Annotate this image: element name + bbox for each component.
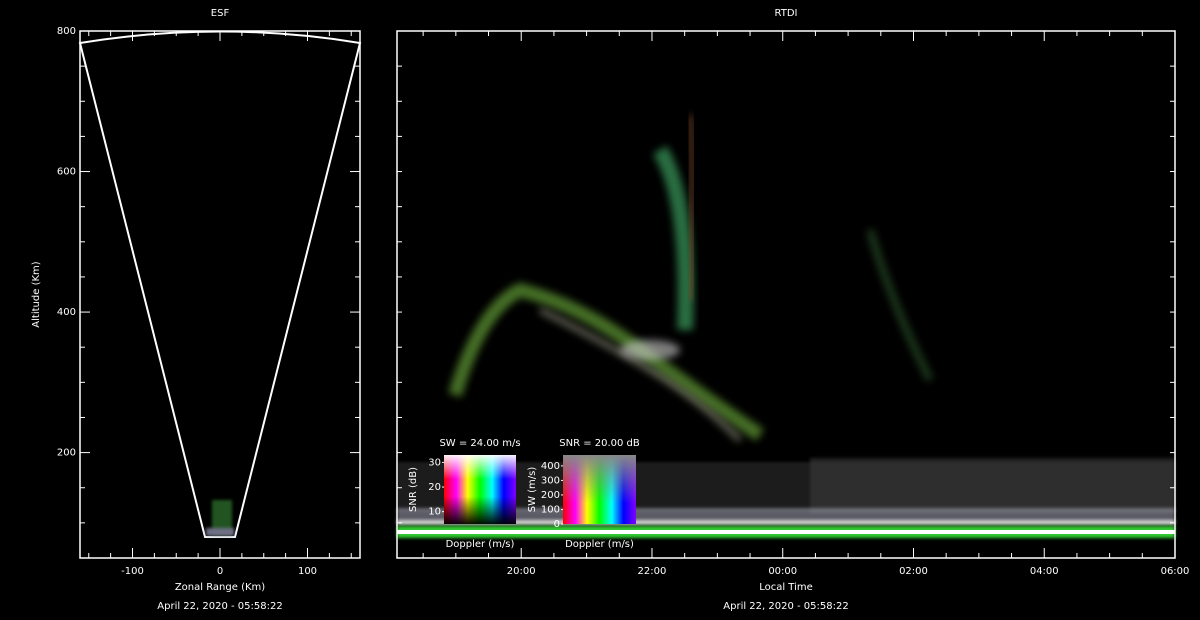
x-tick-label: 04:00 (1030, 566, 1059, 577)
x-tick-label: -100 (121, 566, 144, 577)
colorbar-tick-label: 30 (428, 457, 441, 468)
colorbar-xlabel: Doppler (m/s) (565, 539, 634, 550)
colorbar-ylabel: SNR (dB) (408, 467, 419, 512)
y-tick-label: 800 (57, 26, 76, 37)
y-tick-label: 200 (57, 448, 76, 459)
plot-frame (79, 30, 361, 559)
x-tick-label: 00:00 (768, 566, 797, 577)
colorbar-xlabel: Doppler (m/s) (446, 539, 515, 550)
colorbar-tick-label: 400 (541, 461, 560, 472)
y-tick-label: 400 (57, 307, 76, 318)
colorbar-shade (563, 455, 636, 524)
x-tick-label: 06:00 (1161, 566, 1190, 577)
y-tick-label: 600 (57, 167, 76, 178)
x-tick-label: 02:00 (899, 566, 928, 577)
chart-title: ESF (211, 8, 230, 19)
colorbar-tick-label: 20 (428, 482, 441, 493)
x-tick-label: 100 (298, 566, 317, 577)
x-tick-label: 22:00 (638, 566, 667, 577)
chart-title: RTDI (775, 8, 798, 19)
rtdi-echo (397, 114, 1175, 538)
x-axis-label: Local Time (759, 582, 813, 593)
colorbar-tick-label: 0 (554, 519, 560, 530)
caption: April 22, 2020 - 05:58:22 (723, 601, 848, 612)
x-tick-label: 0 (217, 566, 223, 577)
caption: April 22, 2020 - 05:58:22 (157, 601, 282, 612)
colorbar-tick-label: 100 (541, 504, 560, 515)
plot-frame (396, 30, 1176, 559)
colorbar-shade (444, 455, 516, 524)
colorbar-tick-label: 10 (428, 507, 441, 518)
x-axis-label: Zonal Range (Km) (175, 582, 265, 593)
colorbar-title: SNR = 20.00 dB (559, 438, 640, 449)
colorbar-tick-label: 300 (541, 475, 560, 486)
colorbar-title: SW = 24.00 m/s (439, 438, 520, 449)
y-axis-label: Altitude (Km) (31, 261, 42, 327)
esf-echo (206, 500, 234, 536)
beam-fan (78, 30, 362, 538)
colorbar-ylabel: SW (m/s) (527, 467, 538, 513)
colorbar-tick-label: 200 (541, 490, 560, 501)
x-tick-label: 20:00 (507, 566, 536, 577)
